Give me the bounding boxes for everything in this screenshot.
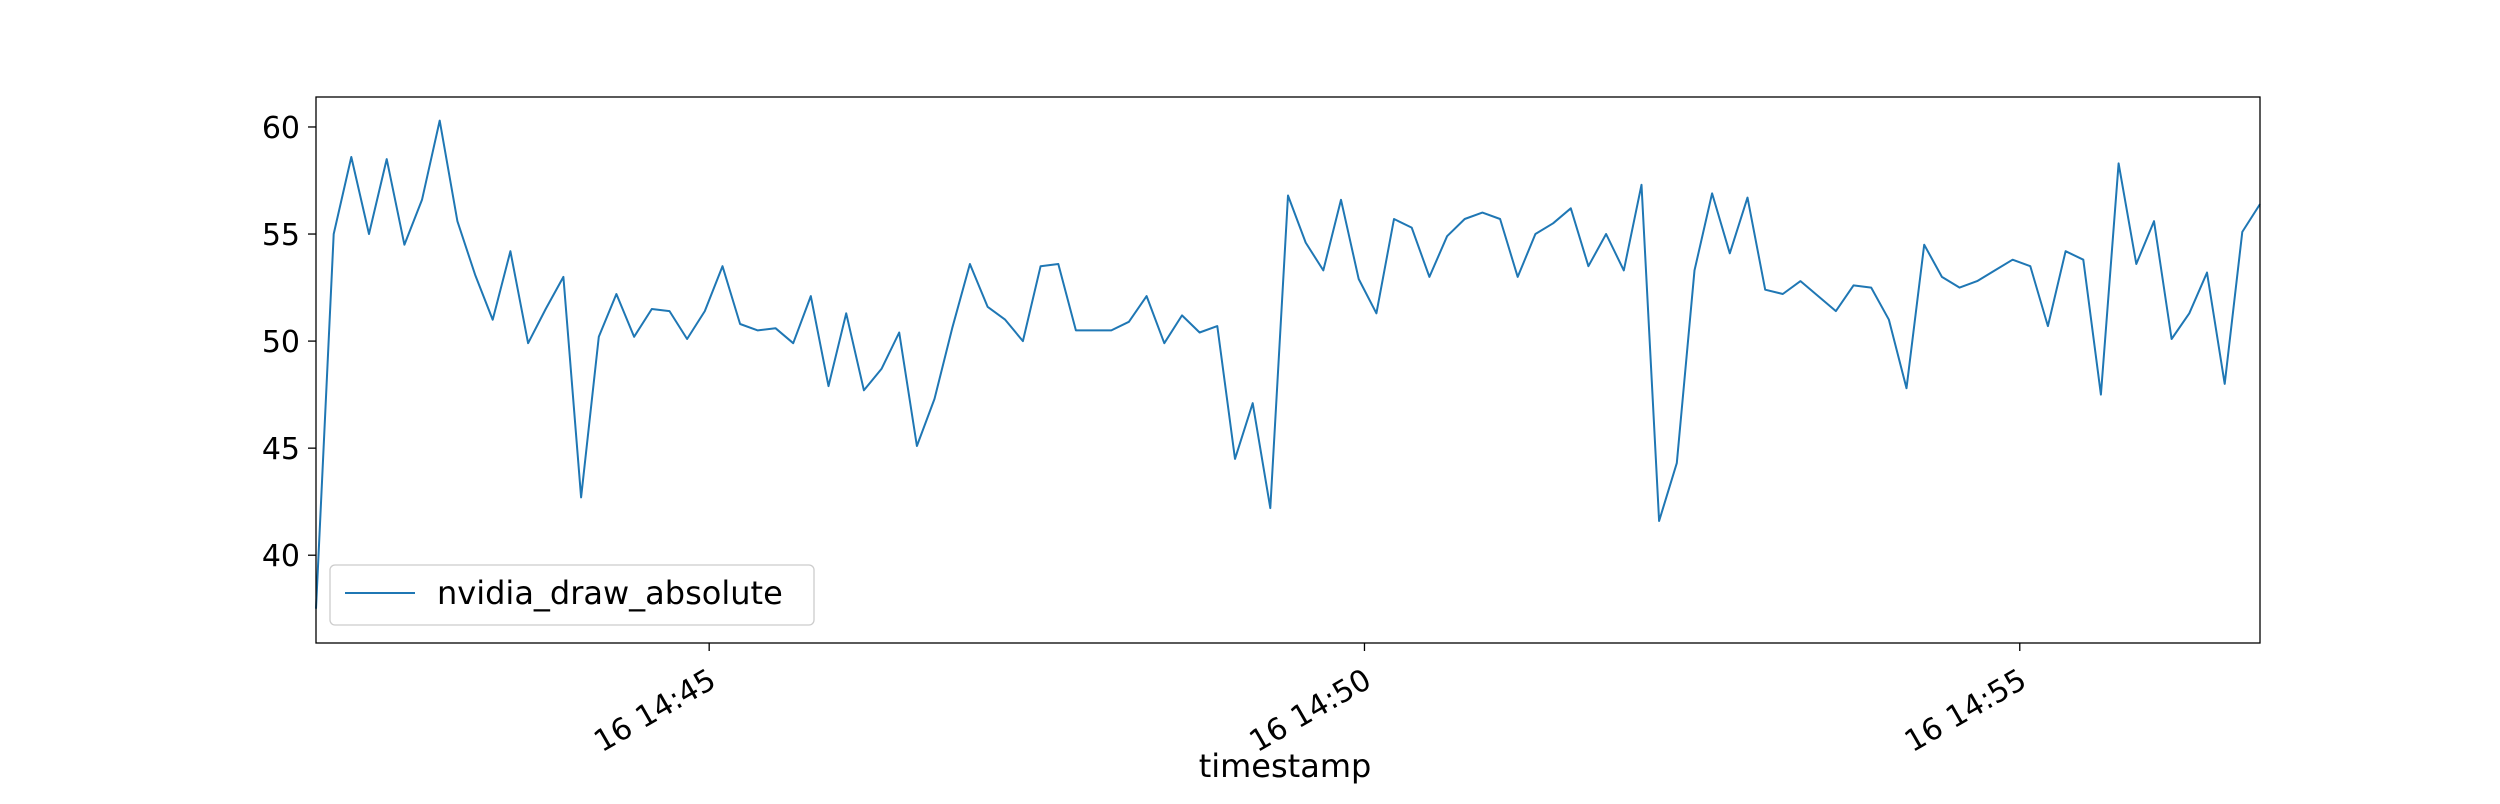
x-tick-label: 16 14:50 bbox=[1244, 662, 1378, 759]
plot-area bbox=[315, 119, 2261, 609]
x-axis: 16 14:45 16 14:50 16 14:55 bbox=[588, 643, 2033, 760]
y-tick-label: 55 bbox=[262, 218, 300, 253]
axes-frame bbox=[315, 96, 2261, 644]
series-line bbox=[315, 119, 2261, 609]
y-tick-label: 50 bbox=[262, 325, 300, 360]
y-tick-label: 40 bbox=[262, 539, 300, 574]
x-tick-label: 16 14:55 bbox=[1899, 662, 2033, 759]
x-axis-label: timestamp bbox=[1199, 747, 1372, 785]
y-tick-label: 60 bbox=[262, 111, 300, 146]
legend: nvidia_draw_absolute bbox=[329, 564, 815, 626]
legend-label: nvidia_draw_absolute bbox=[437, 574, 783, 612]
y-tick-label: 45 bbox=[262, 432, 300, 467]
axes-background bbox=[316, 97, 2260, 643]
y-axis: 40 45 50 55 60 bbox=[262, 111, 316, 574]
legend-box bbox=[329, 564, 815, 626]
x-tick-label: 16 14:45 bbox=[588, 662, 722, 759]
